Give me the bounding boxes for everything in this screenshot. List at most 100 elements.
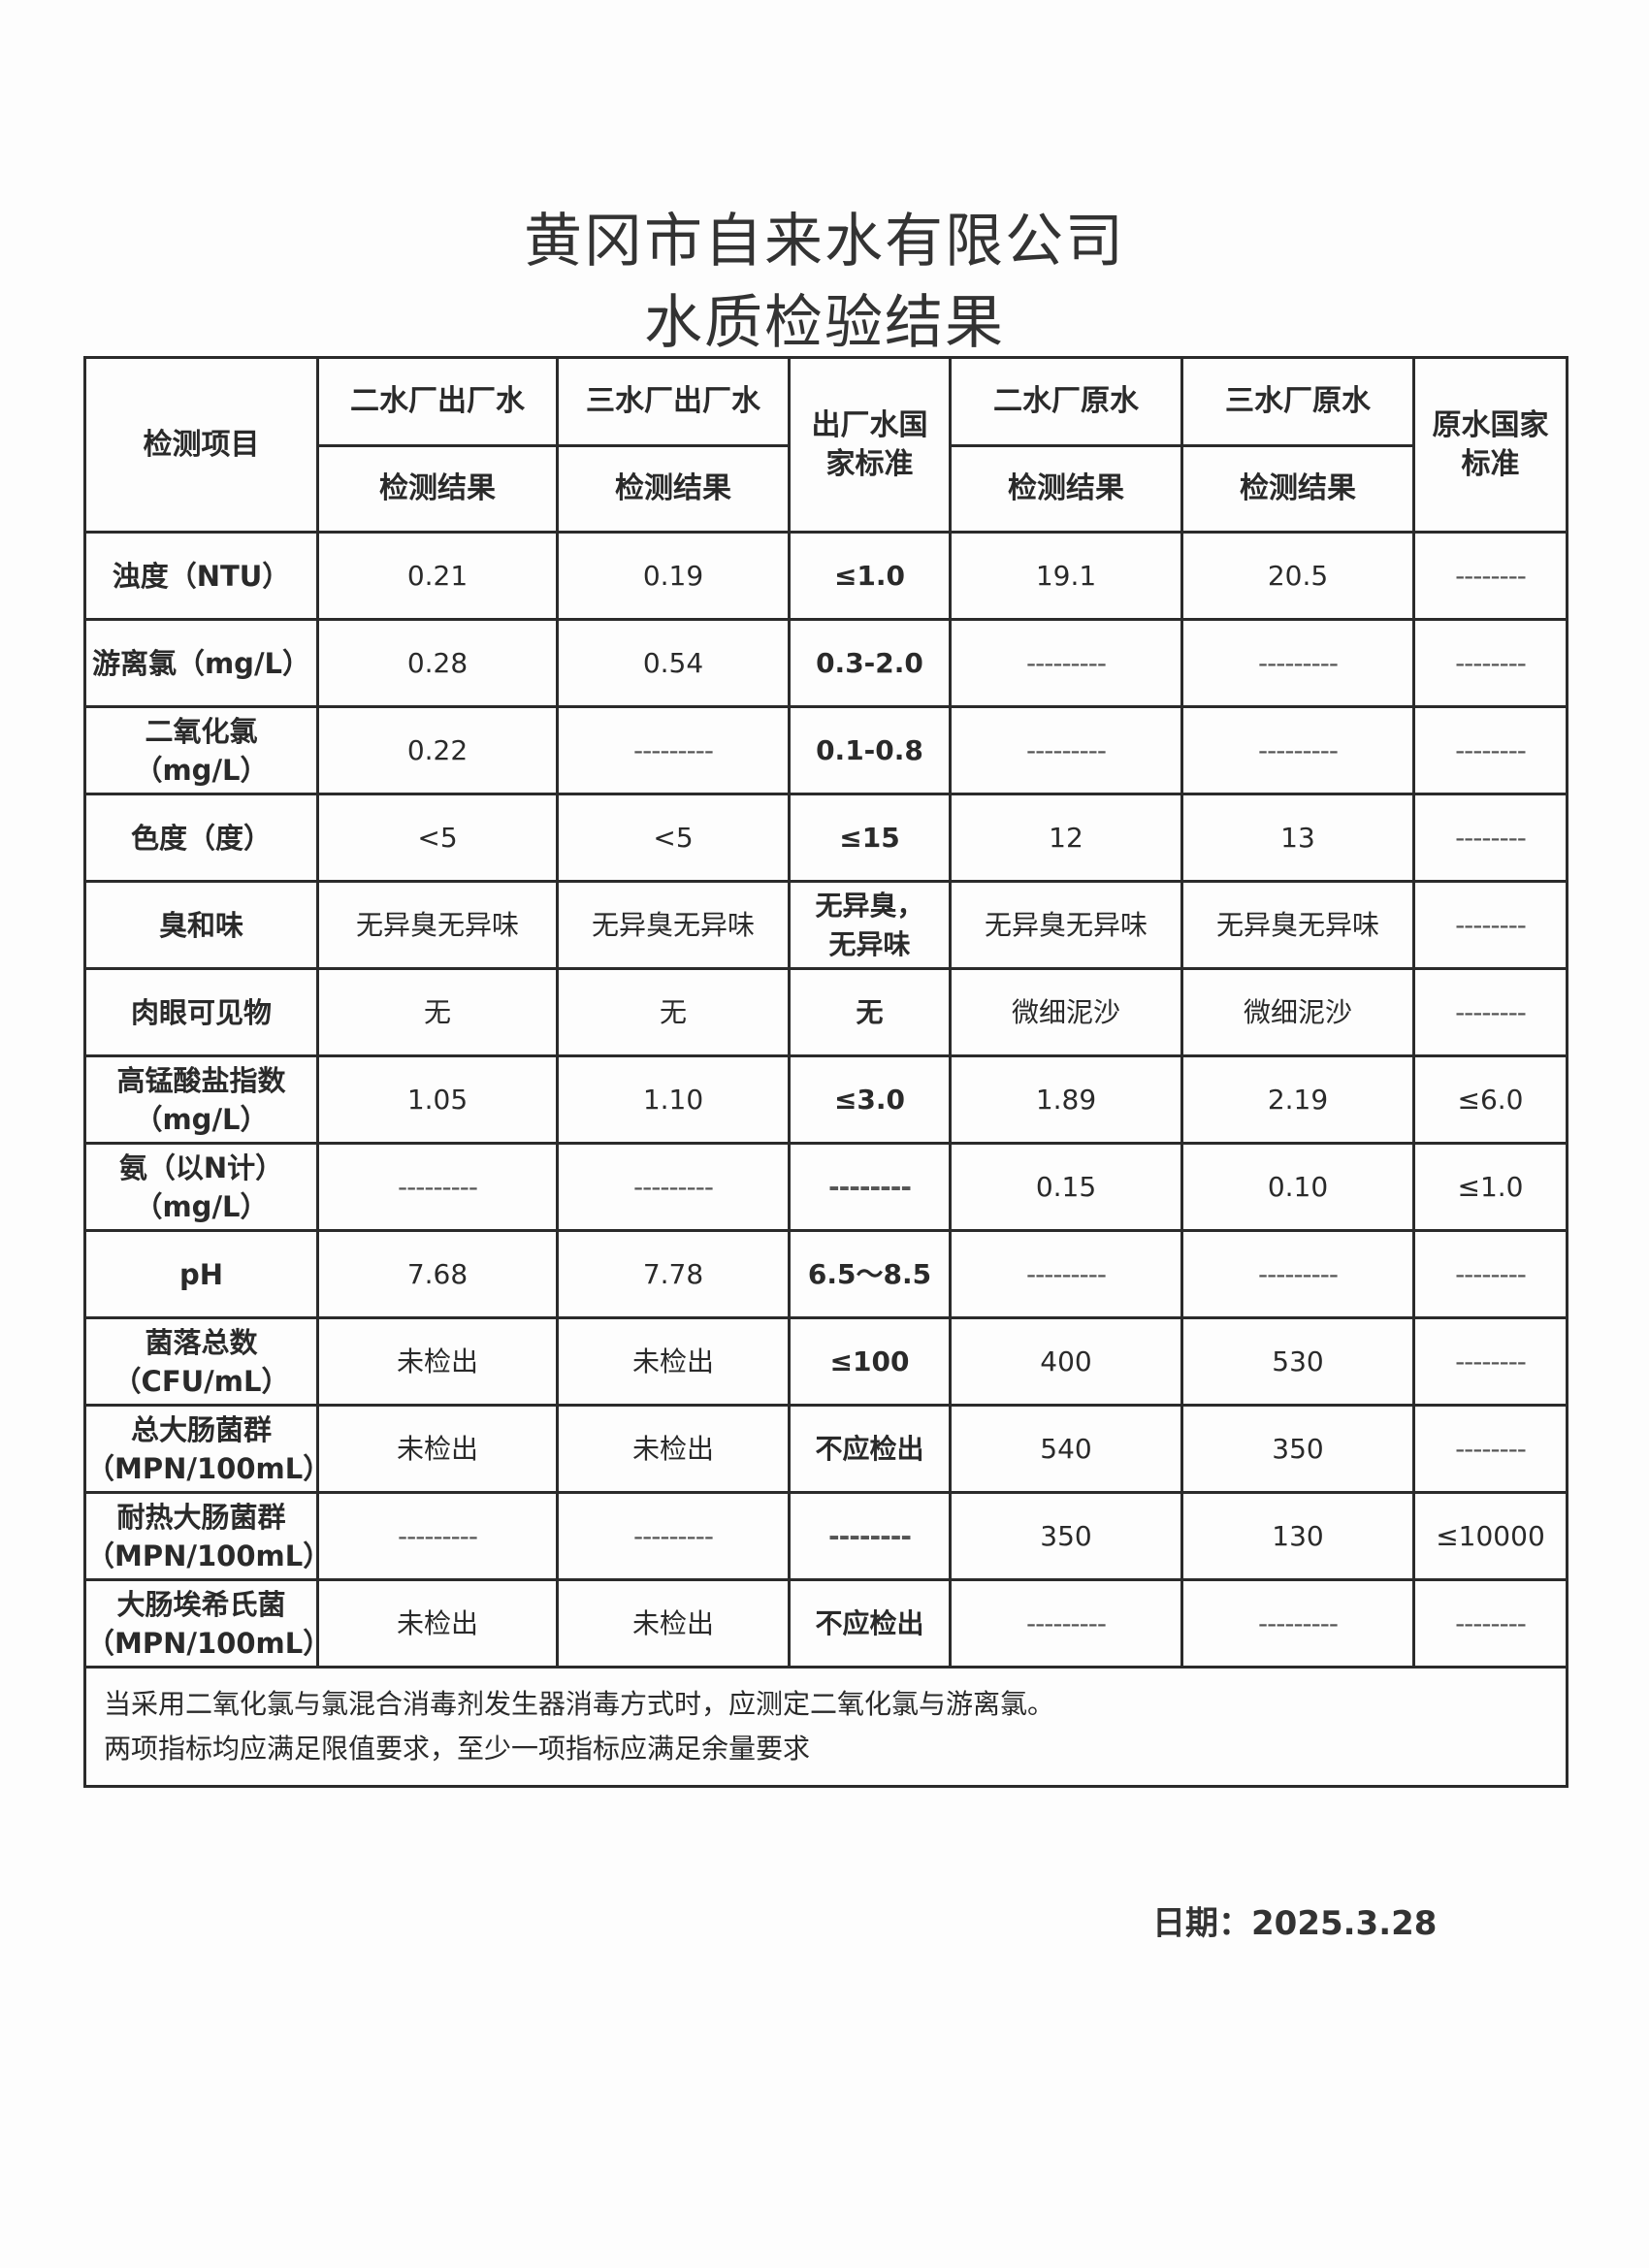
result-cell: ≤1.0 — [788, 531, 952, 621]
table-row: 肉眼可见物无无无微细泥沙 微细泥沙 -------- — [83, 967, 1568, 1057]
table-row: 二氧化氯（mg/L） 0.22 --------- 0.1-0.8 --------- -… — [83, 705, 1568, 795]
header-sub: 检测结果 — [556, 444, 791, 534]
document-subtitle: 水质检验结果 — [644, 289, 1005, 357]
result-cell: -------- — [1412, 1578, 1568, 1669]
note-line: 当采用二氧化氯与氯混合消毒剂发生器消毒方式时，应测定二氧化氯与游离氯。 — [104, 1688, 1055, 1720]
result-cell: 未检出 — [316, 1316, 559, 1407]
result-cell: 7.78 — [556, 1229, 791, 1319]
result-cell: -------- — [1412, 1404, 1568, 1494]
table-row: 氨（以N计）（mg/L） --------- --------- -------- 0.… — [83, 1142, 1568, 1232]
table-row: 大肠埃希氏菌（MPN/100mL） 未检出 未检出 不应检出 --------- ----… — [83, 1578, 1568, 1669]
result-cell: 0.3-2.0 — [788, 618, 952, 708]
result-cell: 未检出 — [556, 1404, 791, 1494]
result-cell: 13 — [1180, 793, 1415, 883]
result-cell: ≤10000 — [1412, 1491, 1568, 1581]
header-group: 二水厂原水 — [949, 356, 1183, 447]
header-group: 原水国家标准 — [1412, 356, 1568, 534]
result-cell: --------- — [316, 1142, 559, 1232]
result-cell: --------- — [316, 1491, 559, 1581]
item-name: 氨（以N计）（mg/L） — [83, 1142, 319, 1232]
result-cell: 未检出 — [316, 1404, 559, 1494]
result-cell: 350 — [1180, 1404, 1415, 1494]
result-cell: 无异臭无异味 — [949, 880, 1183, 970]
header-sub: 检测结果 — [1180, 444, 1415, 534]
table-row: 臭和味 无异臭无异味 无异臭无异味 无异臭，无异味 无异臭无异味 无异臭无异味 ------… — [83, 880, 1568, 970]
result-cell: --------- — [1180, 1229, 1415, 1319]
result-cell: 不应检出 — [788, 1404, 952, 1494]
table-row: 高锰酸盐指数（mg/L） 1.05 1.10 ≤3.0 1.89 2.19 ≤6.0 — [83, 1054, 1568, 1145]
result-cell: 未检出 — [316, 1578, 559, 1669]
result-cell: ≤1.0 — [1412, 1142, 1568, 1232]
item-name: 总大肠菌群（MPN/100mL） — [83, 1404, 331, 1494]
result-cell: 400 — [949, 1316, 1183, 1407]
item-name: 耐热大肠菌群（MPN/100mL） — [83, 1491, 331, 1581]
result-cell: --------- — [556, 1142, 791, 1232]
result-cell: 530 — [1180, 1316, 1415, 1407]
result-cell: -------- — [1412, 1316, 1568, 1407]
result-cell: 微细泥沙 — [1180, 967, 1415, 1057]
result-cell: -------- — [1412, 1229, 1568, 1319]
item-name: 浊度（NTU） — [83, 531, 319, 621]
result-cell: --------- — [556, 705, 791, 795]
result-cell: -------- — [1412, 618, 1568, 708]
document-title: 黄冈市自来水有限公司 — [524, 208, 1125, 275]
report-date: 日期：2025.3.28 — [1152, 1904, 1438, 1943]
result-cell: ≤3.0 — [788, 1054, 952, 1145]
result-cell: -------- — [1412, 531, 1568, 621]
header-group: 三水厂出厂水 — [556, 356, 791, 447]
result-cell: ≤6.0 — [1412, 1054, 1568, 1145]
result-cell: 1.05 — [316, 1054, 559, 1145]
header-item: 检测项目 — [83, 356, 319, 534]
result-cell: 130 — [1180, 1491, 1415, 1581]
result-cell: 0.19 — [556, 531, 791, 621]
result-cell: ≤100 — [788, 1316, 952, 1407]
result-cell: --------- — [1180, 618, 1415, 708]
item-name: 肉眼可见物 — [83, 967, 319, 1057]
result-cell: 未检出 — [556, 1578, 791, 1669]
result-cell: 无异臭无异味 — [316, 880, 559, 970]
item-name: 游离氯（mg/L） — [83, 618, 319, 708]
table-row: 游离氯（mg/L） 0.28 0.54 0.3-2.0 --------- -------… — [83, 618, 1568, 708]
result-cell: 0.15 — [949, 1142, 1183, 1232]
result-cell: 1.89 — [949, 1054, 1183, 1145]
note-row: 当采用二氧化氯与氯混合消毒剂发生器消毒方式时，应测定二氧化氯与游离氯。 两项指标均… — [83, 1666, 1568, 1788]
result-cell: 0.28 — [316, 618, 559, 708]
result-cell: -------- — [788, 1491, 952, 1581]
result-cell: 350 — [949, 1491, 1183, 1581]
water-quality-table: 检测项目 二水厂出厂水 三水厂出厂水 出厂水国家标准 二水厂原水 三水厂原水 原… — [83, 356, 1568, 1788]
header-group: 二水厂出厂水 — [316, 356, 559, 447]
table-row: 耐热大肠菌群（MPN/100mL） --------- --------- -----… — [83, 1491, 1568, 1581]
table-row: 总大肠菌群（MPN/100mL） 未检出 未检出 不应检出 540 350 -------- — [83, 1404, 1568, 1494]
result-cell: 540 — [949, 1404, 1183, 1494]
result-cell: 0.1-0.8 — [788, 705, 952, 795]
result-cell: -------- — [788, 1142, 952, 1232]
note: 当采用二氧化氯与氯混合消毒剂发生器消毒方式时，应测定二氧化氯与游离氯。 两项指标均… — [83, 1666, 1568, 1788]
result-cell: 不应检出 — [788, 1578, 952, 1669]
result-cell: ≤15 — [788, 793, 952, 883]
result-cell: -------- — [1412, 793, 1568, 883]
result-cell: 0.10 — [1180, 1142, 1415, 1232]
result-cell: 未检出 — [556, 1316, 791, 1407]
result-cell: --------- — [949, 1229, 1183, 1319]
result-cell: -------- — [1412, 705, 1568, 795]
result-cell: 无异臭无异味 — [1180, 880, 1415, 970]
result-cell: <5 — [556, 793, 791, 883]
item-name: 大肠埃希氏菌（MPN/100mL） — [83, 1578, 331, 1669]
header-sub: 检测结果 — [316, 444, 559, 534]
result-cell: 无 — [316, 967, 559, 1057]
result-cell: 0.21 — [316, 531, 559, 621]
result-cell: 1.10 — [556, 1054, 791, 1145]
item-name: 高锰酸盐指数（mg/L） — [83, 1054, 319, 1145]
result-cell: --------- — [556, 1491, 791, 1581]
result-cell: 20.5 — [1180, 531, 1415, 621]
item-name: 色度（度） — [83, 793, 319, 883]
table-row: 菌落总数（CFU/mL） 未检出 未检出 ≤100 400 530 -------- — [83, 1316, 1568, 1407]
result-cell: 无 — [788, 967, 952, 1057]
result-cell: 12 — [949, 793, 1183, 883]
result-cell: 6.5～8.5 — [788, 1229, 952, 1319]
result-cell: -------- — [1412, 880, 1568, 970]
item-name: 二氧化氯（mg/L） — [83, 705, 319, 795]
result-cell: 无异臭无异味 — [556, 880, 791, 970]
result-cell: -------- — [1412, 967, 1568, 1057]
item-name: 菌落总数（CFU/mL） — [83, 1316, 319, 1407]
